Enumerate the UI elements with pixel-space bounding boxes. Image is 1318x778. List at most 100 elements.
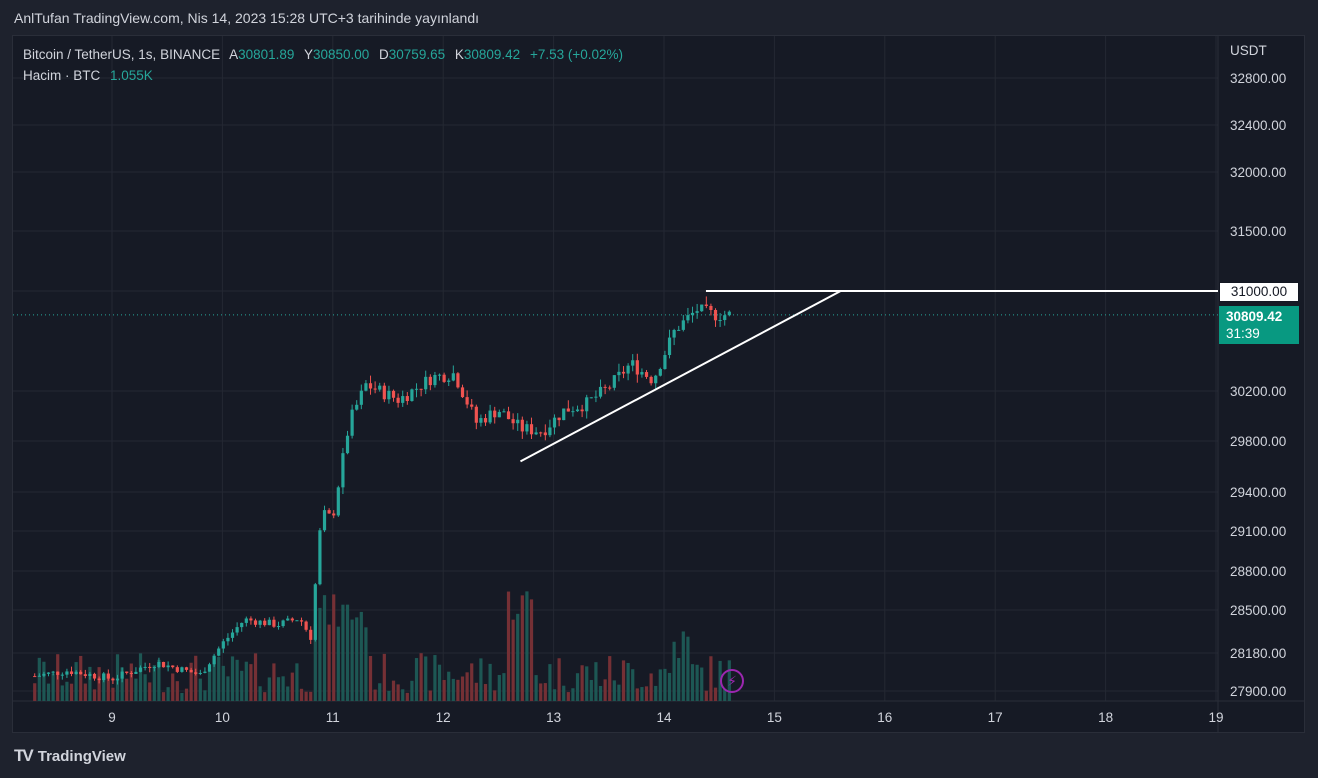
- volume-bar: [548, 664, 552, 701]
- candle: [327, 510, 331, 514]
- volume-bar: [175, 681, 179, 701]
- candle: [649, 376, 653, 384]
- volume-bar: [470, 663, 474, 701]
- candle: [575, 409, 580, 412]
- volume-bar: [658, 669, 662, 701]
- candle: [456, 373, 460, 388]
- candle: [152, 667, 156, 669]
- volume-bar: [695, 664, 699, 701]
- volume-bar: [83, 683, 87, 701]
- candle: [626, 365, 630, 374]
- candle: [263, 620, 267, 626]
- candle: [272, 619, 276, 627]
- volume-bar: [299, 688, 304, 701]
- candle: [396, 397, 400, 403]
- candle: [42, 673, 46, 676]
- candle: [368, 383, 373, 389]
- legend-symbol[interactable]: Bitcoin / TetherUS, 1s, BINANCE: [23, 47, 221, 62]
- candle: [217, 648, 221, 656]
- volume-bar: [677, 658, 681, 701]
- candle: [447, 380, 451, 382]
- time-tick-label: 12: [436, 710, 451, 725]
- candle: [249, 618, 253, 621]
- volume-bar: [69, 683, 74, 701]
- legend-volume-label[interactable]: Hacim · BTC: [23, 68, 101, 83]
- volume-bar: [525, 591, 529, 701]
- legend-low-key: D: [379, 47, 389, 62]
- volume-bar: [580, 665, 584, 701]
- volume-bar: [125, 678, 129, 701]
- volume-bar: [106, 675, 110, 701]
- volume-bar: [281, 676, 285, 701]
- volume-bar: [152, 665, 156, 701]
- volume-bar: [447, 671, 451, 701]
- legend-low: 30759.65: [388, 47, 446, 62]
- volume-bar: [516, 613, 520, 701]
- candle: [120, 671, 124, 679]
- volume-bar: [502, 673, 506, 701]
- volume-bar: [520, 595, 524, 701]
- candle: [571, 411, 575, 413]
- volume-bar: [221, 665, 225, 701]
- volume-bar: [327, 624, 331, 701]
- legend-volume-value: 1.055K: [110, 68, 153, 83]
- candlestick-chart[interactable]: USDT 32800.00 32400.00 32000.00 31500.00 3100…: [13, 36, 1304, 732]
- volume-bar: [240, 670, 244, 701]
- candle: [161, 661, 166, 668]
- volume-bar: [33, 683, 37, 701]
- lightning-icon[interactable]: ⚡: [720, 669, 744, 693]
- volume-bar: [644, 686, 649, 701]
- candle: [138, 667, 143, 672]
- volume-bar: [543, 683, 547, 701]
- candle: [511, 419, 515, 424]
- legend-high: 30850.00: [312, 47, 370, 62]
- candle: [143, 666, 147, 668]
- candle: [654, 375, 658, 384]
- volume-bar: [79, 655, 83, 701]
- volume-bar: [263, 692, 267, 701]
- candle: [221, 641, 225, 649]
- volume-bar: [350, 619, 354, 701]
- candle: [631, 360, 635, 366]
- candle: [410, 389, 414, 401]
- tradingview-footer[interactable]: TV TradingView: [14, 746, 126, 766]
- candle: [529, 424, 534, 435]
- volume-bar: [474, 682, 478, 701]
- candle: [111, 678, 115, 681]
- volume-bar: [230, 656, 235, 701]
- volume-bar: [226, 676, 230, 701]
- price-tick-label: 27900.00: [1230, 684, 1286, 699]
- volume-bar: [667, 672, 672, 701]
- candle: [286, 618, 290, 621]
- time-tick-label: 15: [767, 710, 782, 725]
- price-tick-label: 32400.00: [1230, 118, 1286, 133]
- trendline-support: [520, 290, 842, 463]
- volume-bar: [378, 683, 382, 701]
- candle: [700, 304, 704, 312]
- volume-bar: [309, 691, 313, 701]
- price-axis-currency: USDT: [1230, 43, 1267, 58]
- volume-bar: [203, 690, 207, 701]
- volume-bar: [562, 685, 566, 701]
- candle: [203, 671, 207, 673]
- volume-bar: [272, 663, 276, 701]
- price-tick-label: 29400.00: [1230, 485, 1286, 500]
- candle: [166, 665, 170, 668]
- volume-bar: [180, 692, 184, 701]
- candle: [189, 669, 193, 673]
- volume-bar: [37, 657, 41, 701]
- candle: [56, 671, 60, 675]
- volume-bar: [690, 664, 695, 701]
- price-tick-label: 28180.00: [1230, 646, 1286, 661]
- tradingview-brand: TradingView: [37, 747, 126, 765]
- volume-bar: [355, 617, 359, 701]
- time-tick-label: 16: [877, 710, 892, 725]
- chart-panel[interactable]: USDT 32800.00 32400.00 32000.00 31500.00 3100…: [12, 35, 1305, 733]
- candle: [672, 330, 676, 338]
- volume-bar: [207, 668, 212, 701]
- volume-bar: [585, 666, 589, 701]
- volume-bar: [571, 688, 575, 701]
- candle: [493, 410, 497, 418]
- volume-bar: [138, 653, 143, 701]
- candle: [709, 305, 713, 310]
